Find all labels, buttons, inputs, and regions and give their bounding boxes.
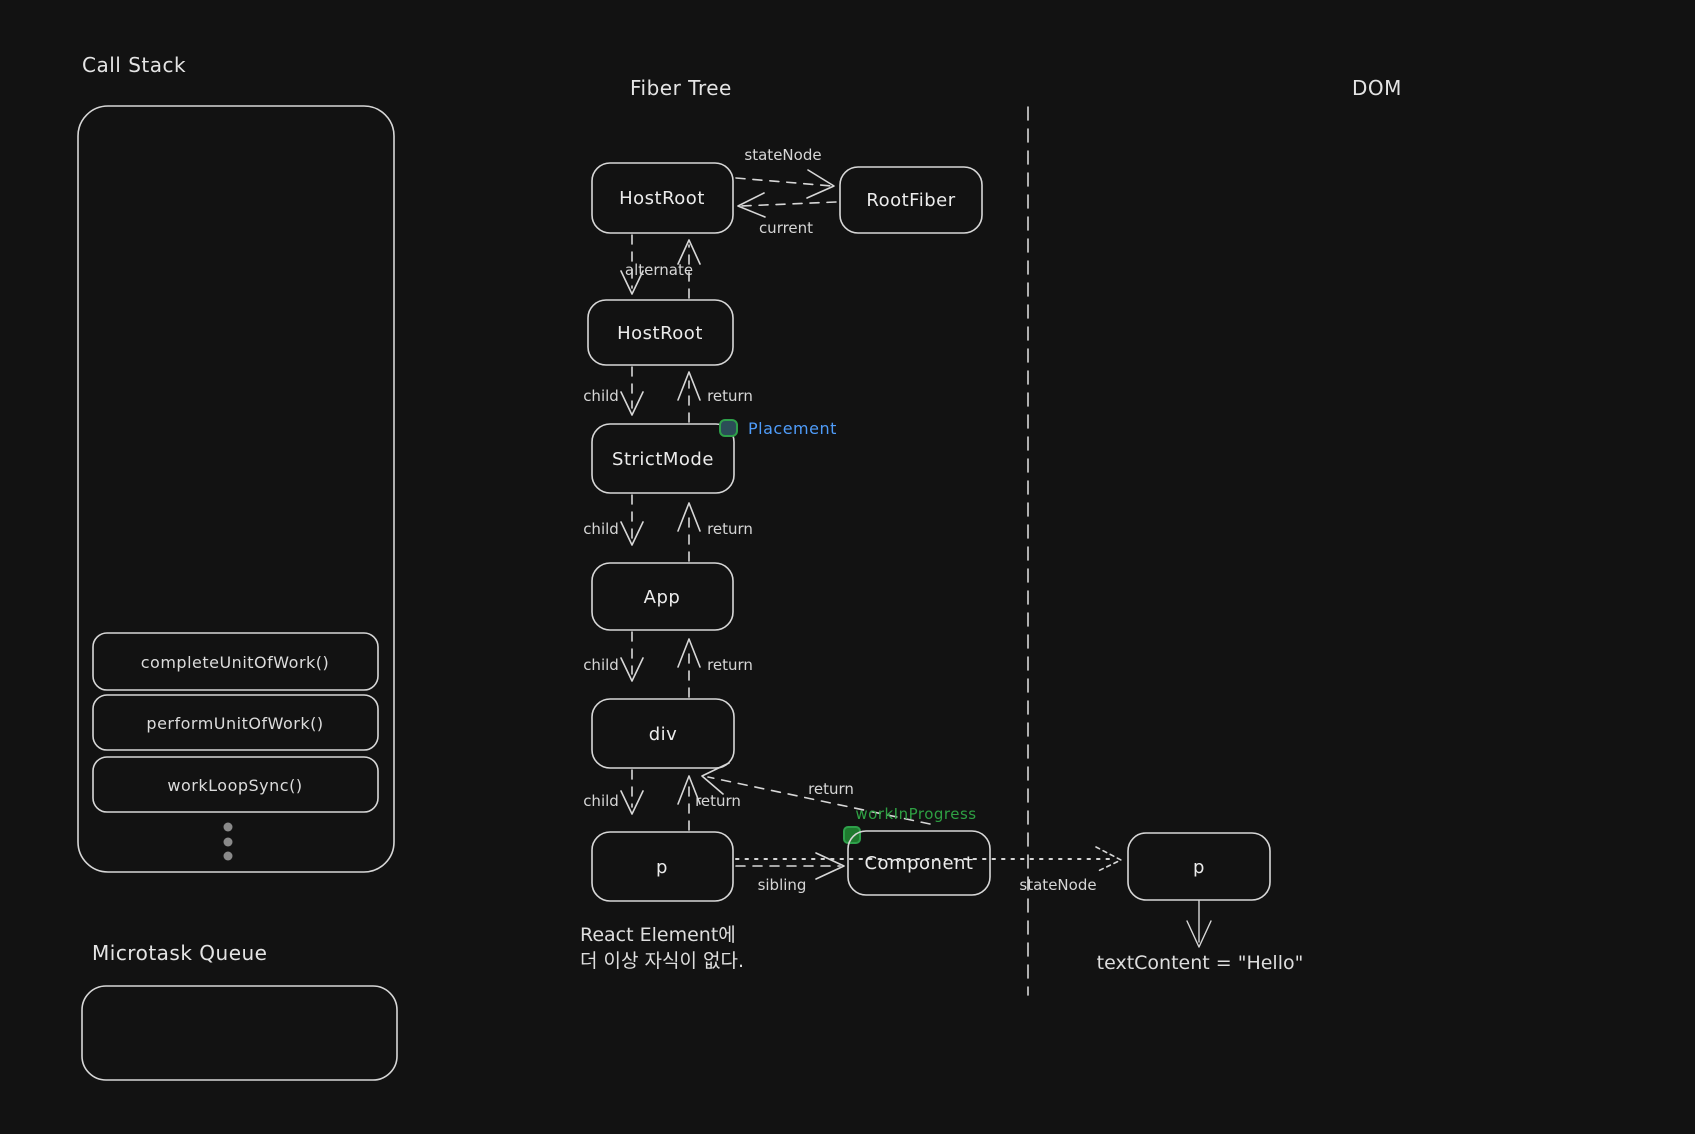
stack-ellipsis-dots (223, 822, 233, 861)
dot (223, 822, 233, 832)
call-stack-container[interactable] (77, 105, 395, 873)
edge-alternate-label: alternate (625, 261, 693, 279)
edge-child-label: child (583, 520, 619, 538)
stack-frame-workLoopSync[interactable]: workLoopSync() (92, 756, 379, 813)
node-label: RootFiber (866, 190, 955, 211)
node-box (1127, 832, 1271, 901)
edge-return-label: return (707, 520, 753, 538)
node-label: div (649, 724, 678, 745)
edge-return-div-app[interactable] (677, 638, 701, 698)
edge-return-label: return (707, 387, 753, 405)
edge-statenode-rootfiber[interactable] (735, 169, 835, 199)
node-box (587, 299, 734, 366)
edge-sibling[interactable] (735, 852, 845, 880)
dom-title: DOM (1352, 76, 1402, 100)
node-box (591, 423, 735, 494)
stack-frame-box (92, 756, 379, 813)
fiber-node-p[interactable]: p (591, 831, 734, 902)
node-box (591, 562, 734, 631)
node-label: p (1193, 857, 1205, 878)
node-label: p (656, 857, 668, 878)
edge-child-app-div[interactable] (620, 631, 644, 682)
microtask-queue-title: Microtask Queue (92, 941, 268, 965)
stack-frame-label: workLoopSync() (167, 776, 302, 795)
node-box (591, 162, 734, 234)
edge-child-label: child (583, 656, 619, 674)
call-stack-title: Call Stack (82, 53, 186, 77)
dot (223, 851, 233, 861)
node-label: HostRoot (619, 188, 705, 209)
note-line2: 더 이상 자식이 없다. (580, 950, 744, 972)
edge-p-textcontent[interactable] (1186, 900, 1212, 948)
node-box (591, 831, 734, 902)
fiber-node-rootfiber[interactable]: RootFiber (839, 166, 983, 234)
stack-frame-performUnitOfWork[interactable]: performUnitOfWork() (92, 694, 379, 751)
edge-statenode-dom-label: stateNode (1019, 876, 1096, 894)
edge-child-label: child (583, 387, 619, 405)
edge-return-label: return (808, 780, 854, 798)
note-line1: React Element에 (580, 924, 736, 946)
fiber-node-app[interactable]: App (591, 562, 734, 631)
fiber-tree-title: Fiber Tree (630, 76, 732, 100)
fiber-node-strictmode[interactable]: StrictMode (591, 423, 735, 494)
edge-alternate-down[interactable] (620, 234, 644, 295)
fiber-node-hostroot-alternate[interactable]: HostRoot (587, 299, 734, 366)
edge-statenode-label: stateNode (744, 146, 821, 164)
stack-frame-box (92, 694, 379, 751)
node-label: Component (864, 853, 973, 874)
placement-flag-icon[interactable] (719, 419, 738, 437)
fiber-node-component[interactable]: Component (847, 830, 991, 896)
dom-textcontent-label: textContent = "Hello" (1097, 952, 1304, 974)
dom-node-p[interactable]: p (1127, 832, 1271, 901)
stack-frame-box (92, 632, 379, 691)
edge-return-strictmode-hostroot[interactable] (677, 371, 701, 423)
fiber-node-hostroot-current[interactable]: HostRoot (591, 162, 734, 234)
workinprogress-flag-icon[interactable] (843, 826, 861, 844)
edge-return-label: return (707, 656, 753, 674)
stack-frame-label: performUnitOfWork() (146, 714, 323, 733)
edge-child-div-p[interactable] (620, 769, 644, 815)
stack-frame-label: completeUnitOfWork() (141, 653, 330, 672)
edge-return-p-div[interactable] (677, 775, 701, 831)
edge-return-label: return (695, 792, 741, 810)
dot (223, 837, 233, 847)
node-label: HostRoot (617, 323, 703, 344)
node-box (847, 830, 991, 896)
microtask-queue-container[interactable] (81, 985, 398, 1081)
edge-current[interactable] (737, 192, 837, 218)
node-box (839, 166, 983, 234)
node-label: StrictMode (612, 449, 714, 470)
edge-child-hostroot-strictmode[interactable] (620, 366, 644, 416)
stack-frame-completeUnitOfWork[interactable]: completeUnitOfWork() (92, 632, 379, 691)
edge-statenode-p-dom[interactable] (735, 846, 1122, 873)
edge-return-component-div[interactable] (701, 762, 931, 825)
edge-current-label: current (759, 219, 813, 237)
edge-return-app-strictmode[interactable] (677, 502, 701, 562)
fiber-node-div[interactable]: div (591, 698, 735, 769)
node-label: App (644, 587, 681, 608)
edge-child-label: child (583, 792, 619, 810)
workinprogress-pointer-label: workInProgress (855, 805, 976, 823)
node-box (591, 698, 735, 769)
edge-alternate-up[interactable] (677, 239, 701, 299)
placement-flag-label: Placement (748, 419, 837, 438)
edge-child-strictmode-app[interactable] (620, 494, 644, 546)
edge-sibling-label: sibling (758, 876, 807, 894)
